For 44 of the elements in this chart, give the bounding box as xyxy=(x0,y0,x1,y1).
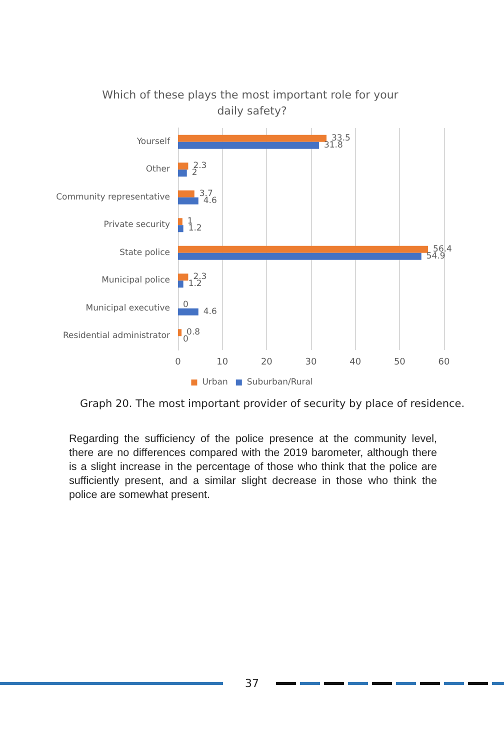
bar xyxy=(178,197,198,204)
y-tick-label: Municipal executive xyxy=(86,303,170,314)
bar xyxy=(178,190,194,198)
chart-title: Which of these plays the most important role for your daily safety? xyxy=(102,88,402,118)
bar xyxy=(178,134,327,142)
caption: Graph 20. The most important provider of security by place of residence. xyxy=(80,398,466,410)
bar xyxy=(178,329,182,336)
y-tick-label: State police xyxy=(120,248,170,258)
text: Regarding the sufficiency of the police presence at the community level, there are no differences compared with the 2019 barometer, although there is a slight increase in the percentage of those who think that the police are sufficiently present, and a similar slight decrease in those who think the police are somewhat present. xyxy=(69,432,437,502)
bar xyxy=(178,218,182,226)
x-tick-label: 60 xyxy=(438,358,450,368)
x-tick-label: 40 xyxy=(350,358,362,368)
x-tick-label: 0 xyxy=(175,358,182,368)
bar xyxy=(178,225,184,232)
y-tick-label: Municipal police xyxy=(102,276,170,286)
data-label: 1.2 xyxy=(188,224,202,234)
legend-label: Urban xyxy=(202,378,228,388)
legend-label: Suburban/Rural xyxy=(246,378,313,388)
bar xyxy=(178,170,187,177)
y-tick-label: Community representative xyxy=(56,192,170,202)
y-tick-label: Other xyxy=(146,164,170,175)
data-label: 0.8 xyxy=(186,328,200,338)
bar xyxy=(178,162,188,170)
data-label: 0 xyxy=(183,334,188,345)
data-label: 4.6 xyxy=(203,306,217,317)
data-label: 54.9 xyxy=(426,251,446,262)
bar xyxy=(178,308,198,316)
bar xyxy=(178,246,428,253)
data-label: 0 xyxy=(183,300,188,310)
bar xyxy=(178,280,184,288)
y-tick-label: Private security xyxy=(104,220,170,230)
x-tick-label: 10 xyxy=(216,358,228,368)
x-tick-label: 20 xyxy=(260,358,273,368)
data-label: 4.6 xyxy=(203,196,217,206)
data-label: 2 xyxy=(192,168,198,178)
y-tick-label: Residential administrator xyxy=(62,331,170,342)
data-label: 31.8 xyxy=(324,140,343,150)
text: 37 xyxy=(244,677,260,690)
y-tick-label: Yourself xyxy=(136,136,171,147)
bar xyxy=(178,274,188,281)
bar xyxy=(178,252,422,260)
x-tick-label: 30 xyxy=(305,358,317,368)
bar xyxy=(178,142,319,149)
x-tick-label: 50 xyxy=(394,358,406,368)
